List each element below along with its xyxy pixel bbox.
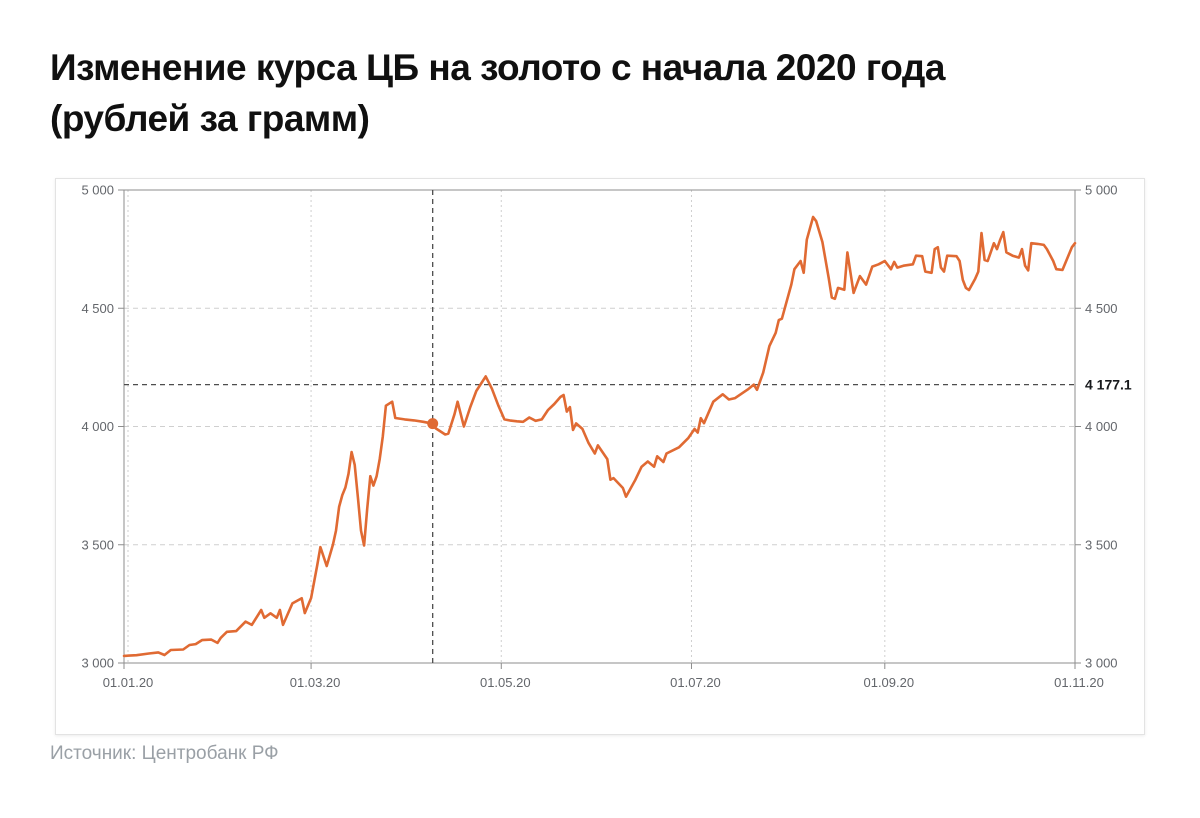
source-caption: Источник: Центробанк РФ [50, 743, 279, 764]
y-axis-label-right: 4 500 [1085, 301, 1118, 316]
y-axis-label-right: 5 000 [1085, 183, 1118, 198]
crosshair-marker-dot [427, 418, 439, 430]
page-title: Изменение курса ЦБ на золото с начала 20… [50, 42, 945, 144]
x-axis-label: 01.03.20 [290, 675, 341, 690]
x-axis-label: 01.01.20 [103, 675, 154, 690]
price-line [122, 215, 1077, 658]
y-axis-label-left: 3 000 [81, 656, 114, 671]
y-axis-label-left: 4 000 [81, 419, 114, 434]
y-axis-label-right: 4 000 [1085, 419, 1118, 434]
x-axis-label: 01.11.20 [1054, 675, 1104, 690]
page-title-line1: Изменение курса ЦБ на золото с начала 20… [50, 47, 945, 88]
page-title-line2: (рублей за грамм) [50, 98, 370, 139]
y-axis-label-right: 3 500 [1085, 537, 1118, 552]
gold-price-chart-panel: 3 000 3 000 3 500 3 500 4 000 4 000 4 500 4 500… [55, 178, 1145, 735]
x-axis-label: 01.09.20 [863, 675, 914, 690]
y-axis-label-left: 5 000 [81, 183, 114, 198]
crosshair-value-label: 4 177.1 [1085, 377, 1132, 393]
y-axis-label-left: 3 500 [81, 537, 114, 552]
x-axis-label: 01.05.20 [480, 675, 531, 690]
x-axis-label: 01.07.20 [670, 675, 721, 690]
y-axis-label-left: 4 500 [81, 301, 114, 316]
y-axis-label-right: 3 000 [1085, 656, 1118, 671]
gold-price-chart[interactable]: 3 000 3 000 3 500 3 500 4 000 4 000 4 500 4 500… [56, 179, 1144, 734]
